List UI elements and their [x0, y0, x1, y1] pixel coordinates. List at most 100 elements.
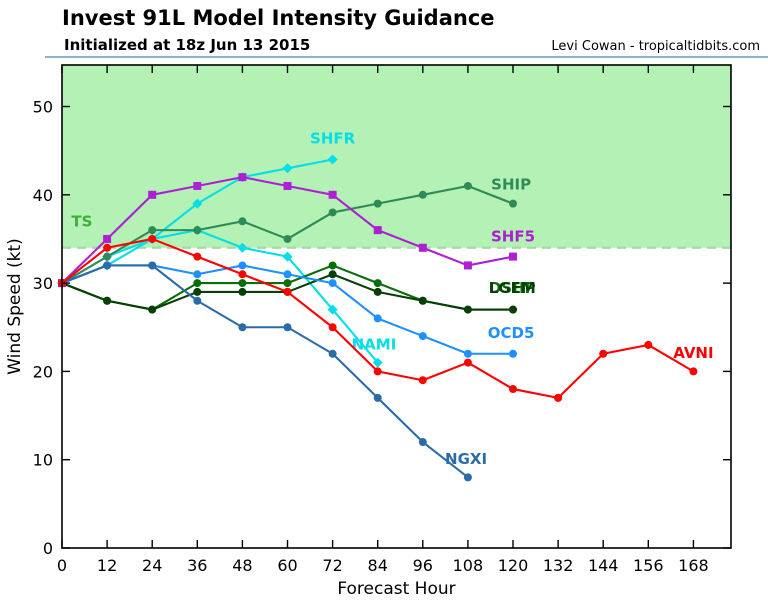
data-point [237, 242, 248, 253]
series-SHFR-label: SHFR [310, 130, 356, 148]
y-axis: 0 10 20 30 40 50 [33, 98, 731, 558]
data-point [328, 190, 337, 199]
data-point [463, 349, 472, 358]
header-divider [45, 56, 768, 58]
data-point [192, 198, 203, 209]
data-point [148, 305, 157, 314]
y-axis-label: Wind Speed (kt) [5, 238, 25, 375]
data-point [373, 226, 382, 235]
data-point [193, 279, 202, 288]
data-point [644, 340, 653, 349]
data-point [418, 296, 427, 305]
data-point [283, 287, 292, 296]
data-point [418, 376, 427, 385]
data-point [509, 199, 518, 208]
x-tick-label: 96 [413, 556, 433, 575]
data-point [373, 279, 382, 288]
data-point [373, 314, 382, 323]
series-AVNI: AVNI [58, 234, 714, 402]
x-tick-label: 12 [97, 556, 117, 575]
data-point [238, 270, 247, 279]
data-point [103, 252, 112, 261]
data-point [238, 217, 247, 226]
x-tick-label: 120 [498, 556, 529, 575]
data-point [193, 252, 202, 261]
series-SHF5-label: SHF5 [491, 228, 535, 246]
x-tick-label: 84 [368, 556, 388, 575]
x-axis: 0 12 24 36 48 60 72 84 96 108 120 132 144 156 168 [57, 65, 709, 575]
data-point [418, 332, 427, 341]
data-point [463, 358, 472, 367]
data-point [193, 226, 202, 235]
plot-frame [61, 64, 732, 549]
data-point [148, 234, 157, 243]
data-point [193, 296, 202, 305]
x-tick-label: 144 [588, 556, 619, 575]
data-point [103, 243, 112, 252]
data-point [328, 270, 337, 279]
data-point [328, 279, 337, 288]
ts-label: TS [71, 213, 92, 231]
data-point [599, 349, 608, 358]
data-point [148, 261, 157, 270]
y-tick-label: 0 [43, 539, 53, 558]
data-point [373, 393, 382, 402]
data-point [238, 279, 247, 288]
data-point [283, 279, 292, 288]
series-OCD5-line [61, 264, 514, 355]
data-point [509, 385, 518, 394]
series-AVNI-label: AVNI [673, 344, 713, 362]
ts-region [62, 65, 731, 248]
x-tick-label: 48 [232, 556, 252, 575]
x-tick-label: 24 [142, 556, 162, 575]
data-point [418, 243, 427, 252]
series-NAMI-line [61, 229, 379, 364]
data-point [238, 173, 247, 182]
data-point [463, 181, 472, 190]
series-NAMI-label: NAMI [352, 335, 397, 353]
data-point [328, 261, 337, 270]
data-point [463, 305, 472, 314]
x-tick-label: 60 [277, 556, 297, 575]
data-point [238, 261, 247, 270]
chart-subtitle: Initialized at 18z Jun 13 2015 [64, 36, 311, 54]
series-NGXI: NGXI [58, 261, 487, 482]
credit-text: Levi Cowan - tropicaltidbits.com [551, 39, 760, 54]
data-point [193, 270, 202, 279]
y-tick-label: 20 [33, 362, 53, 381]
data-point [327, 154, 338, 165]
series-SHIP-label: SHIP [491, 176, 531, 194]
data-point [418, 438, 427, 447]
data-point [418, 190, 427, 199]
data-point [372, 357, 383, 368]
data-point [238, 287, 247, 296]
y-tick-label: 30 [33, 274, 53, 293]
series-LGEM-label: LGEM [489, 279, 536, 297]
x-tick-label: 108 [453, 556, 484, 575]
x-tick-label: 132 [543, 556, 574, 575]
data-point [193, 287, 202, 296]
data-point [327, 304, 338, 315]
y-tick-label: 40 [33, 186, 53, 205]
data-point [463, 261, 472, 270]
data-point [509, 349, 518, 358]
data-point [238, 323, 247, 332]
data-point [283, 270, 292, 279]
data-point [373, 367, 382, 376]
x-tick-label: 0 [57, 556, 67, 575]
data-point [509, 252, 518, 261]
data-point [283, 323, 292, 332]
data-point [282, 251, 293, 262]
y-tick-label: 10 [33, 451, 53, 470]
series-DSHP-label: DSHP [489, 279, 536, 297]
x-tick-label: 36 [187, 556, 207, 575]
data-point [463, 473, 472, 482]
data-point [328, 349, 337, 358]
data-point [373, 199, 382, 208]
data-point [554, 393, 563, 402]
series-NGXI-line [61, 264, 469, 479]
data-point [283, 181, 292, 190]
data-point [373, 287, 382, 296]
data-point [148, 190, 157, 199]
